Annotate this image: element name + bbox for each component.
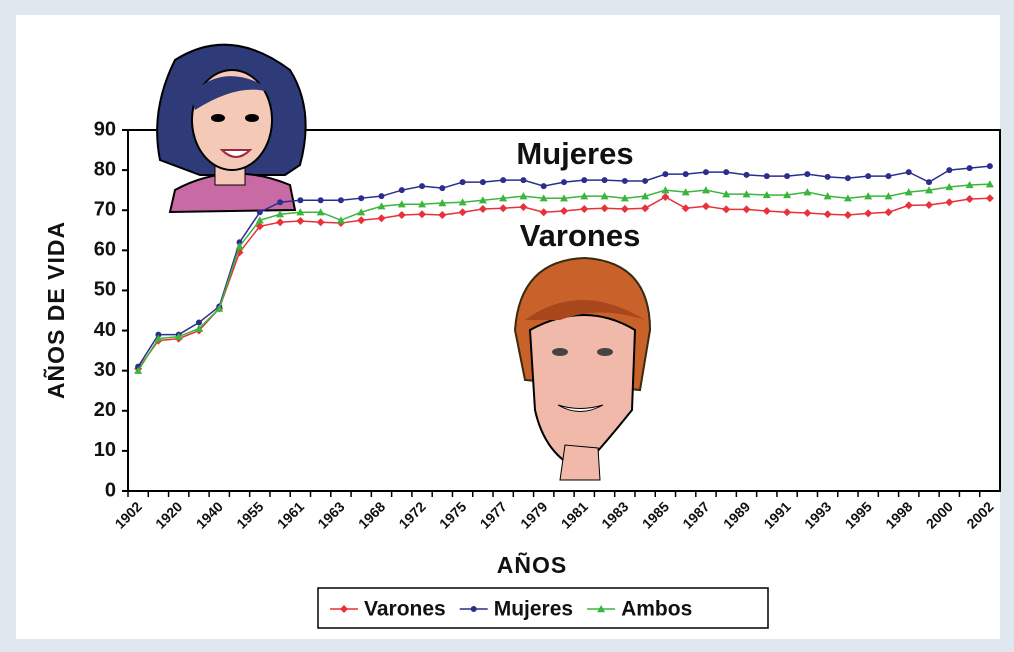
marker [460, 179, 466, 185]
marker [967, 165, 973, 171]
y-tick-label: 40 [94, 319, 116, 341]
marker [845, 175, 851, 181]
marker [500, 177, 506, 183]
marker [257, 209, 263, 215]
marker [764, 173, 770, 179]
page: {"chart_data": {"type": "line", "y_label… [0, 0, 1014, 652]
y-tick-label: 10 [94, 439, 116, 461]
marker [471, 606, 477, 612]
y-tick-label: 50 [94, 279, 116, 301]
marker [946, 167, 952, 173]
legend-label: Mujeres [494, 598, 573, 621]
marker [683, 171, 689, 177]
woman-illustration [157, 45, 305, 212]
y-tick-label: 30 [94, 359, 116, 381]
marker [277, 199, 283, 205]
marker [744, 172, 750, 178]
legend-label: Ambos [621, 598, 692, 621]
annotation: Varones [520, 218, 641, 253]
y-tick-label: 80 [94, 158, 116, 180]
annotation: Mujeres [516, 136, 633, 171]
marker [865, 173, 871, 179]
marker [338, 197, 344, 203]
marker [804, 171, 810, 177]
marker [926, 179, 932, 185]
marker [703, 169, 709, 175]
marker [662, 171, 668, 177]
marker [602, 177, 608, 183]
chart: Mujeres Varones AÑOS DE VIDA AÑOS 0 10 20 3… [0, 0, 1014, 652]
marker [561, 179, 567, 185]
x-axis-title: AÑOS [497, 551, 567, 578]
marker [541, 183, 547, 189]
marker [622, 178, 628, 184]
y-tick-label: 70 [94, 199, 116, 221]
marker [885, 173, 891, 179]
y-tick-label: 20 [94, 399, 116, 421]
y-tick-label: 60 [94, 239, 116, 261]
y-tick-label: 90 [94, 118, 116, 140]
marker [825, 174, 831, 180]
y-axis-title: AÑOS DE VIDA [42, 221, 69, 399]
marker [358, 195, 364, 201]
marker [297, 197, 303, 203]
marker [784, 173, 790, 179]
marker [480, 179, 486, 185]
marker [581, 177, 587, 183]
marker [642, 178, 648, 184]
marker [399, 187, 405, 193]
marker [439, 185, 445, 191]
marker [318, 197, 324, 203]
marker [906, 169, 912, 175]
marker [987, 163, 993, 169]
marker [520, 177, 526, 183]
marker [378, 193, 384, 199]
marker [419, 183, 425, 189]
marker [723, 169, 729, 175]
legend-label: Varones [364, 598, 446, 621]
y-tick-label: 0 [105, 479, 116, 501]
